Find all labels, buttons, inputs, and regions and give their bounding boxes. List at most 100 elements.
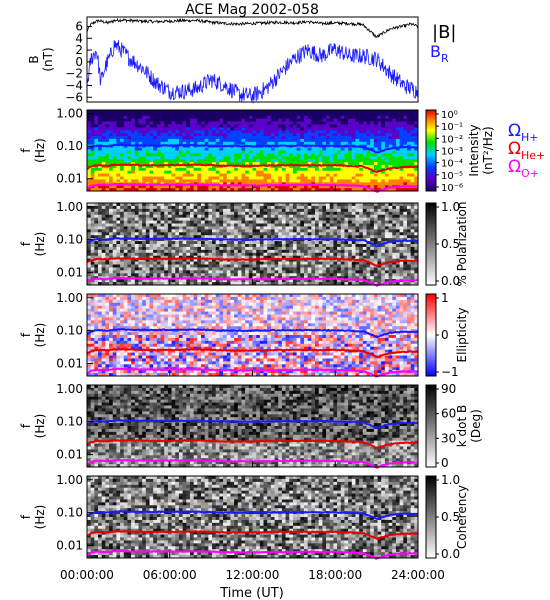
spectrogram-cell xyxy=(395,110,400,114)
spectrogram-cell xyxy=(348,179,353,183)
spectrogram-cell xyxy=(414,112,419,117)
spectrogram-cell xyxy=(241,241,246,245)
spectrogram-cell xyxy=(270,182,275,186)
spectrogram-cell xyxy=(245,147,250,151)
spectrogram-cell xyxy=(292,252,297,257)
spectrogram-cell xyxy=(153,208,158,213)
spectrogram-cell xyxy=(307,147,312,151)
spectrogram-cell xyxy=(226,136,231,140)
spectrogram-cell xyxy=(204,235,209,239)
spectrogram-cell xyxy=(263,167,268,172)
spectrogram-cell xyxy=(120,273,125,277)
colorbar xyxy=(425,109,437,192)
spectrogram-cell xyxy=(362,136,367,140)
spectrogram-cell xyxy=(215,246,220,251)
spectrogram-cell xyxy=(101,170,106,174)
spectrogram-cell xyxy=(208,279,213,283)
spectrogram-cell xyxy=(259,252,264,257)
spectrogram-cell xyxy=(201,223,205,227)
spectrogram-cell xyxy=(98,252,103,257)
spectrogram-cell xyxy=(292,130,297,134)
spectrogram-cell xyxy=(318,136,323,140)
spectrogram-cell xyxy=(138,258,143,262)
spectrogram-cell xyxy=(134,205,139,210)
spectrogram-cell xyxy=(241,255,246,259)
spectrogram-cell xyxy=(252,282,257,286)
spectrogram-cell xyxy=(109,270,114,274)
spectrogram-cell xyxy=(292,110,297,114)
spectrogram-cell xyxy=(381,150,386,154)
spectrogram-cell xyxy=(300,173,305,177)
spectrogram-cell xyxy=(98,217,103,221)
spectrogram-cell xyxy=(164,208,169,213)
spectrogram-cell xyxy=(285,112,290,117)
spectrogram-cell xyxy=(237,255,242,259)
spectrogram-cell xyxy=(109,133,114,137)
spectrogram-cell xyxy=(377,203,382,207)
spectrogram-cell xyxy=(377,185,382,189)
spectrogram-cell xyxy=(241,270,246,274)
spectrogram-cell xyxy=(384,170,389,174)
spectrogram-cell xyxy=(381,118,386,122)
spectrogram-cell xyxy=(410,176,415,180)
spectrogram-cell xyxy=(223,261,228,265)
spectrogram-cell xyxy=(392,141,397,146)
spectrogram-cell xyxy=(116,235,121,239)
spectrogram-cell xyxy=(160,130,165,134)
spectrogram-cell xyxy=(208,229,213,233)
spectrogram-cell xyxy=(98,203,103,207)
spectrogram-cell xyxy=(237,270,242,274)
spectrogram-cell xyxy=(366,208,371,213)
spectrogram-cell xyxy=(303,141,308,146)
spectrogram-cell xyxy=(101,110,106,114)
spectrogram-cell xyxy=(373,173,378,177)
spectrogram-cell xyxy=(145,110,150,114)
spectrogram-cell xyxy=(149,150,154,154)
spectrogram-cell xyxy=(278,159,283,163)
spectrogram-cell xyxy=(281,282,286,286)
spectrogram-cell xyxy=(303,110,308,114)
spectrogram-cell xyxy=(116,232,121,236)
spectrogram-cell xyxy=(123,252,128,257)
spectrogram-cell xyxy=(101,173,106,177)
spectrogram-cell xyxy=(388,264,393,268)
spectrogram-cell xyxy=(87,173,91,177)
spectrogram-cell xyxy=(105,267,110,271)
spectrogram-cell xyxy=(182,141,187,146)
spectrogram-cell xyxy=(90,153,95,157)
spectrogram-cell xyxy=(270,232,275,236)
spectrogram-cell xyxy=(87,203,91,207)
spectrogram-cell xyxy=(193,264,198,268)
spectrogram-cell xyxy=(149,220,154,224)
spectrogram-cell xyxy=(153,124,158,128)
spectrogram-cell xyxy=(215,138,220,143)
spectrogram-cell xyxy=(285,249,290,254)
spectrogram-cell xyxy=(204,127,209,131)
spectrogram-cell xyxy=(366,267,371,271)
spectrogram-cell xyxy=(362,127,367,131)
spectrogram-cell xyxy=(101,153,106,157)
spectrogram-cell xyxy=(311,173,316,177)
spectrogram-cell xyxy=(370,121,375,125)
spectrogram-cell xyxy=(145,273,150,277)
spectrogram-cell xyxy=(322,208,327,213)
spectrogram-cell xyxy=(223,141,228,146)
spectrogram-cell xyxy=(215,167,220,172)
spectrogram-cell xyxy=(167,267,172,271)
spectrogram-cell xyxy=(399,244,404,248)
spectrogram-cell xyxy=(289,185,294,189)
spectrogram-cell xyxy=(403,176,408,180)
spectrogram-cell xyxy=(116,124,121,128)
spectrogram-cell xyxy=(366,118,371,122)
spectrogram-cell xyxy=(245,217,250,221)
spectrogram-cell xyxy=(300,112,305,117)
spectrogram-cell xyxy=(381,162,386,166)
spectrogram-cell xyxy=(362,115,367,119)
spectrogram-cell xyxy=(186,261,191,265)
spectrogram-cell xyxy=(90,121,95,125)
spectrogram-cell xyxy=(156,205,161,210)
spectrogram-cell xyxy=(381,220,386,224)
spectrogram-cell xyxy=(87,264,91,268)
spectrogram-cell xyxy=(178,115,183,119)
spectrogram-cell xyxy=(189,252,194,257)
